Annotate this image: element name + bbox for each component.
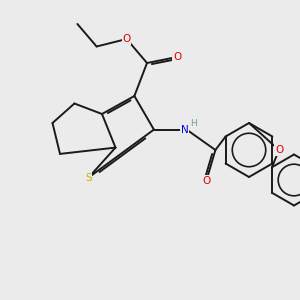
Text: O: O — [122, 34, 131, 44]
Text: H: H — [190, 119, 197, 128]
Text: O: O — [202, 176, 211, 186]
Text: S: S — [85, 172, 92, 183]
Text: O: O — [275, 145, 283, 155]
Text: O: O — [173, 52, 181, 62]
Text: N: N — [181, 124, 188, 135]
